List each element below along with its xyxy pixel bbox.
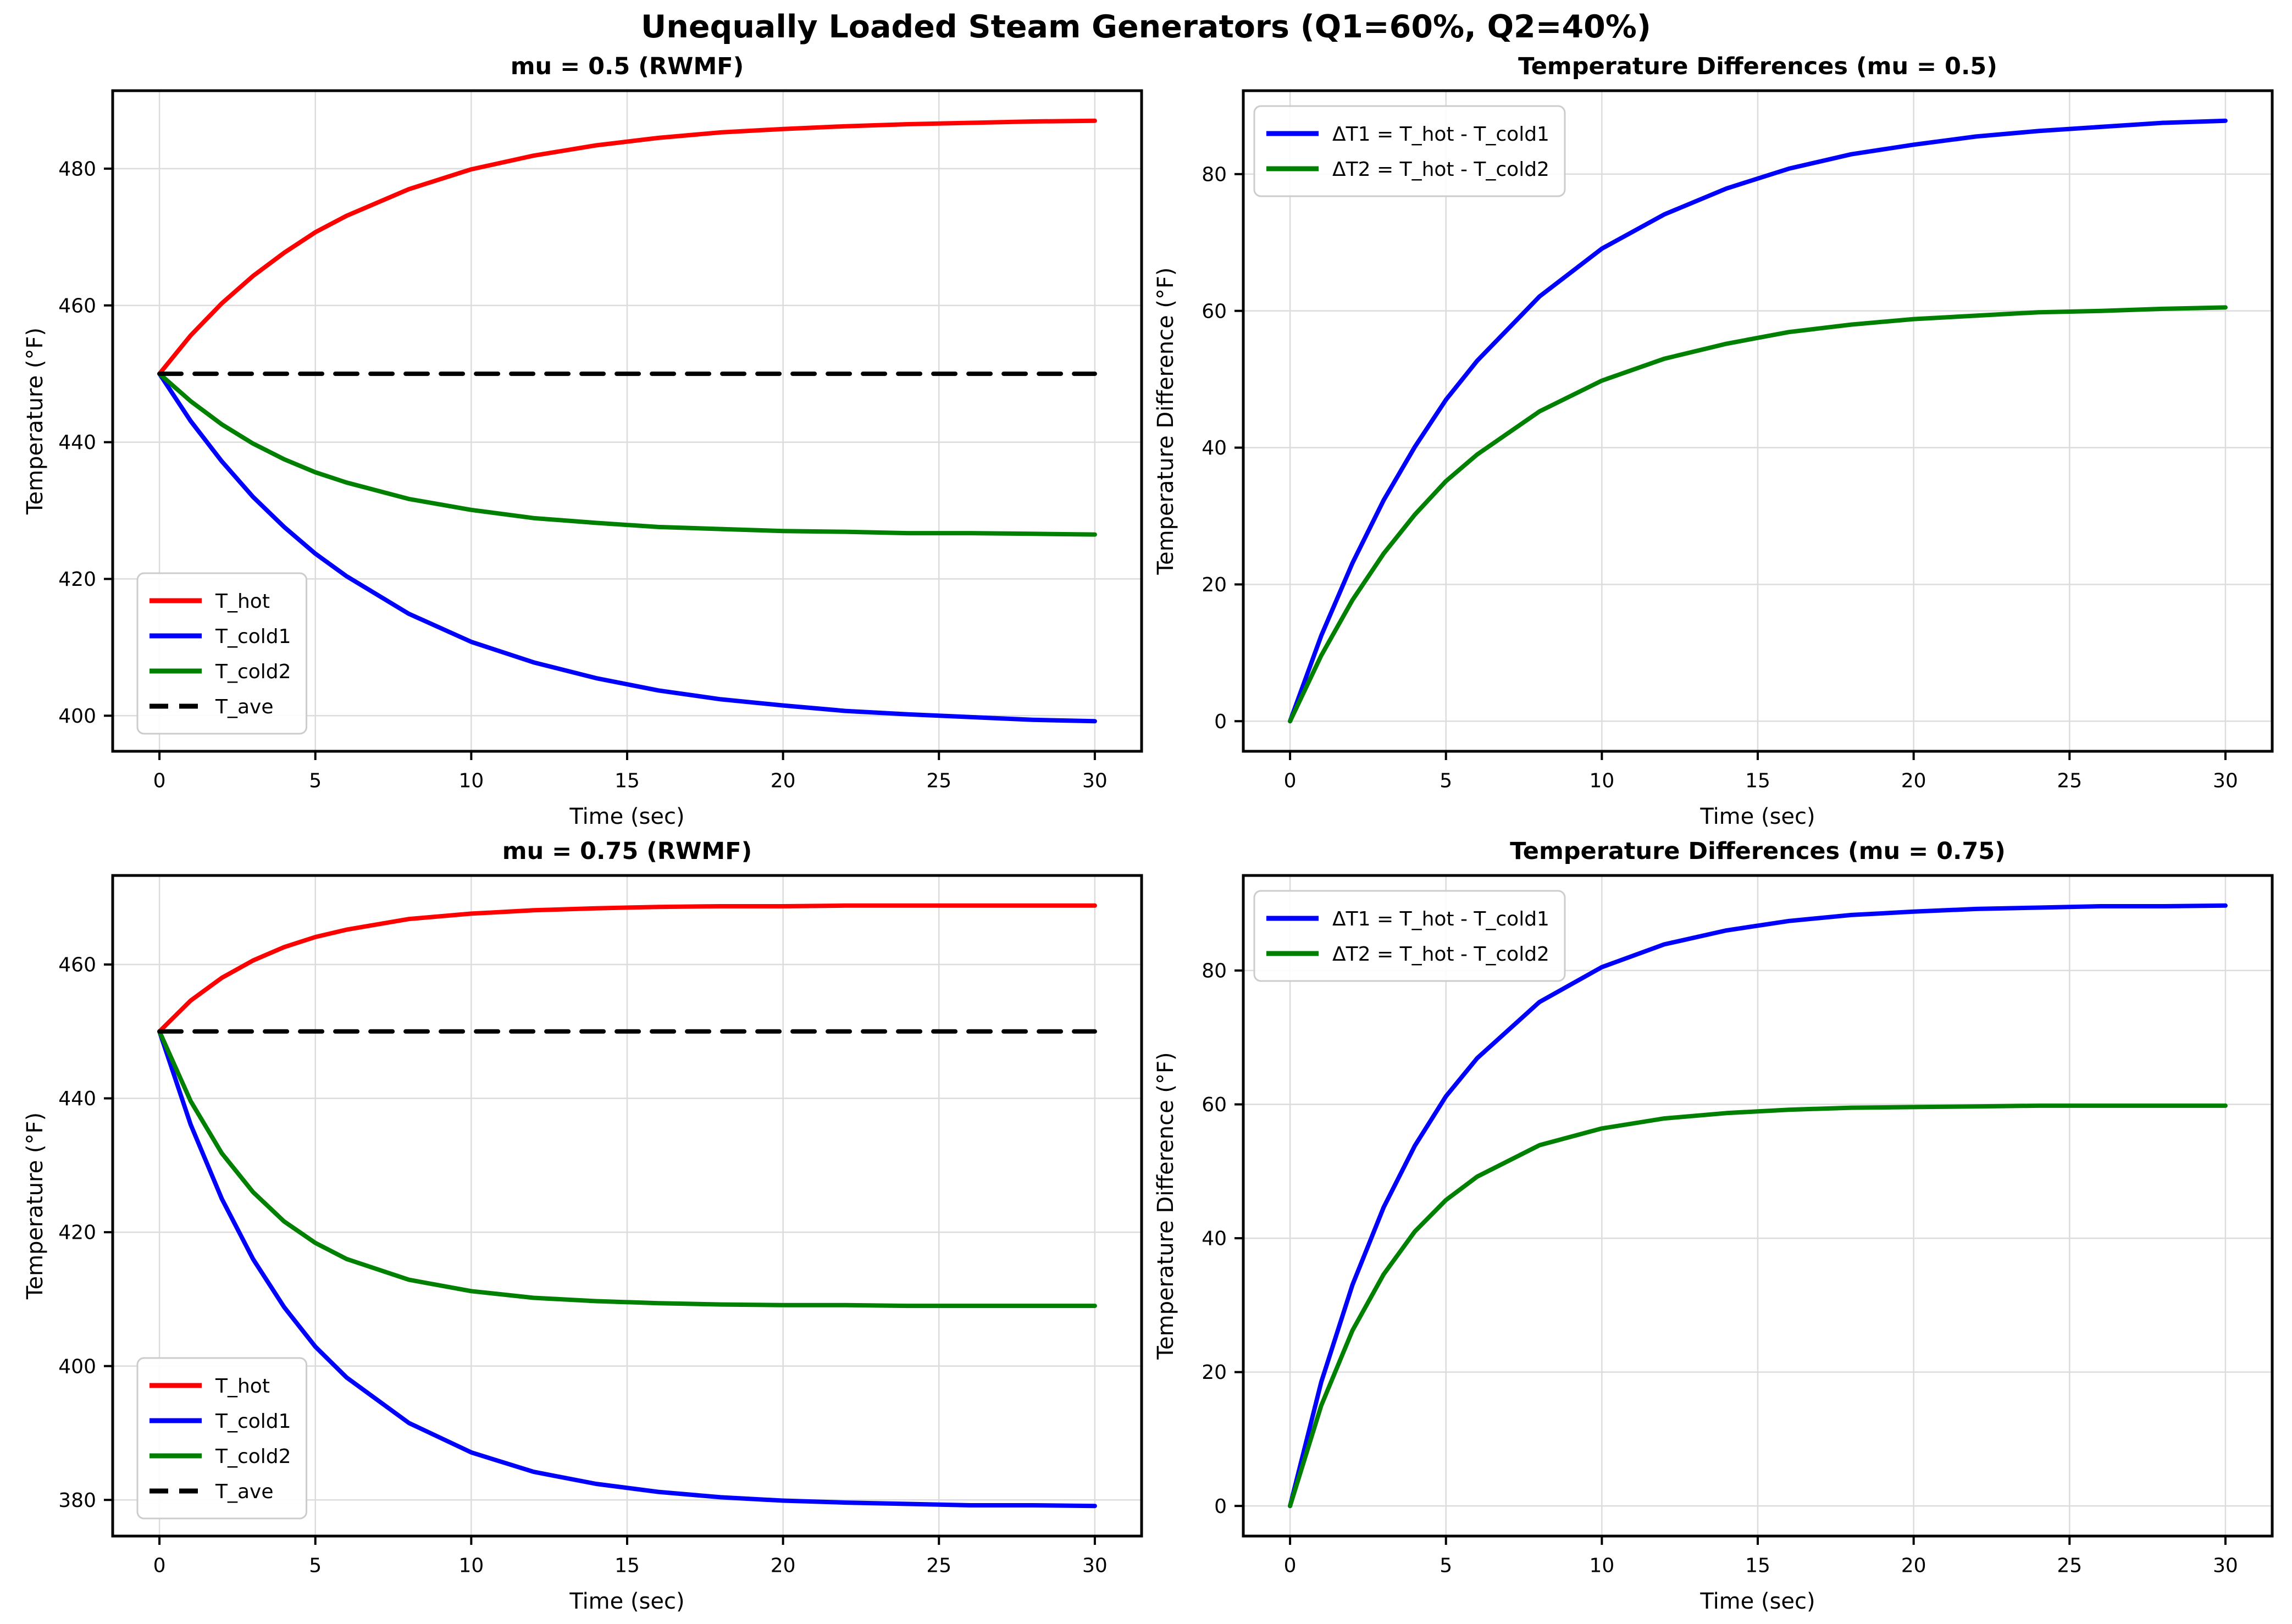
x-tick-label: 0 (1284, 1555, 1297, 1577)
x-tick-label: 15 (614, 1555, 640, 1577)
x-axis-label: Time (sec) (569, 804, 684, 829)
chart-top-left: 0 5 10 15 20 25 30 400 420 440 460 480 mu = 0.5 (RWM… (23, 53, 1143, 829)
y-tick-label: 440 (58, 431, 96, 454)
y-tick-label: 420 (58, 1222, 96, 1244)
x-tick-label: 0 (153, 1555, 166, 1577)
x-tick-label: 15 (1745, 1555, 1770, 1577)
legend-label: T_cold2 (215, 661, 291, 683)
y-tick-label: 380 (58, 1489, 96, 1512)
legend-label: T_cold1 (215, 625, 291, 648)
series-line--t1-t-hot-t-cold1 (1288, 903, 2228, 1509)
y-tick-label: 400 (58, 1355, 96, 1378)
series-line-t-hot (157, 903, 1097, 1034)
x-tick-label: 20 (771, 1555, 796, 1577)
x-tick-label: 5 (309, 1555, 322, 1577)
x-tick-label: 25 (2057, 1555, 2082, 1577)
x-tick-label: 15 (614, 770, 640, 792)
y-tick-label: 80 (1202, 960, 1227, 983)
legend: ΔT1 = T_hot - T_cold1 ΔT2 = T_hot - T_col… (1253, 105, 1566, 197)
legend-frame (136, 1357, 308, 1520)
chart-bottom-right: 0 5 10 15 20 25 30 0 20 40 60 80 Temperature Differe… (1153, 838, 2274, 1614)
y-axis-label: Temperature Difference (°F) (1153, 1052, 1178, 1360)
y-tick-label: 0 (1214, 1495, 1227, 1518)
series-line-t-hot (157, 118, 1097, 376)
legend: ΔT1 = T_hot - T_cold1 ΔT2 = T_hot - T_col… (1253, 890, 1566, 982)
x-tick-label: 25 (926, 1555, 951, 1577)
legend-label: ΔT2 = T_hot - T_cold2 (1332, 943, 1549, 966)
legend-label: T_ave (215, 1481, 274, 1503)
series-line--t2-t-hot-t-cold2 (1288, 305, 2228, 724)
y-tick-label: 0 (1214, 711, 1227, 733)
x-axis-label: Time (sec) (1699, 804, 1815, 829)
y-tick-label: 20 (1202, 574, 1227, 596)
x-axis-label: Time (sec) (1699, 1589, 1815, 1614)
series-line--t1-t-hot-t-cold1 (1288, 118, 2228, 724)
x-axis-label: Time (sec) (569, 1589, 684, 1614)
chart-title: mu = 0.75 (RWMF) (502, 838, 752, 865)
x-tick-label: 0 (153, 770, 166, 792)
series-line-t-cold1 (157, 372, 1097, 724)
x-tick-label: 20 (771, 770, 796, 792)
legend-frame (136, 572, 308, 735)
y-tick-label: 60 (1202, 300, 1227, 323)
legend-frame (1253, 890, 1566, 982)
x-tick-label: 30 (2213, 1555, 2238, 1577)
x-tick-label: 25 (2057, 770, 2082, 792)
x-tick-label: 30 (1082, 1555, 1108, 1577)
x-tick-label: 30 (1082, 770, 1108, 792)
chart-title: Temperature Differences (mu = 0.5) (1518, 53, 1997, 80)
y-tick-label: 420 (58, 568, 96, 591)
legend-label: T_ave (215, 696, 274, 718)
y-tick-label: 40 (1202, 1228, 1227, 1250)
y-tick-label: 460 (58, 954, 96, 977)
x-tick-label: 5 (1440, 770, 1452, 792)
x-tick-label: 5 (1440, 1555, 1452, 1577)
legend-label: ΔT1 = T_hot - T_cold1 (1332, 123, 1549, 146)
x-tick-label: 10 (458, 770, 484, 792)
legend: T_hot T_cold1 T_cold2 T_ave (136, 1357, 308, 1520)
x-tick-label: 10 (1589, 770, 1614, 792)
y-axis-label: Temperature Difference (°F) (1153, 267, 1178, 575)
y-tick-label: 20 (1202, 1361, 1227, 1384)
y-tick-label: 40 (1202, 437, 1227, 459)
x-tick-label: 10 (1589, 1555, 1614, 1577)
y-tick-label: 460 (58, 295, 96, 317)
y-axis-label: Temperature (°F) (23, 1112, 48, 1300)
chart-top-right: 0 5 10 15 20 25 30 0 20 40 60 80 Temperature Differe… (1153, 53, 2274, 829)
x-tick-label: 20 (1901, 1555, 1926, 1577)
chart-title: mu = 0.5 (RWMF) (511, 53, 744, 80)
y-tick-label: 440 (58, 1088, 96, 1110)
legend-frame (1253, 105, 1566, 197)
series-line-t-cold2 (157, 1029, 1097, 1309)
x-tick-label: 15 (1745, 770, 1770, 792)
y-axis-label: Temperature (°F) (23, 328, 48, 515)
series-line-t-cold1 (157, 1029, 1097, 1509)
series-line--t2-t-hot-t-cold2 (1288, 1103, 2228, 1509)
y-tick-label: 400 (58, 705, 96, 728)
legend: T_hot T_cold1 T_cold2 T_ave (136, 572, 308, 735)
x-tick-label: 0 (1284, 770, 1297, 792)
x-tick-label: 20 (1901, 770, 1926, 792)
legend-label: ΔT1 = T_hot - T_cold1 (1332, 908, 1549, 930)
y-tick-label: 80 (1202, 163, 1227, 186)
series-line-t-cold2 (157, 372, 1097, 537)
x-tick-label: 30 (2213, 770, 2238, 792)
y-tick-label: 60 (1202, 1094, 1227, 1116)
x-tick-label: 25 (926, 770, 951, 792)
chart-bottom-left: 0 5 10 15 20 25 30 380 400 420 440 460 mu = 0.75 (RW… (23, 838, 1143, 1614)
legend-label: T_hot (215, 1375, 270, 1398)
legend-label: T_cold2 (215, 1445, 291, 1468)
legend-label: T_hot (215, 590, 270, 613)
x-tick-label: 5 (309, 770, 322, 792)
y-tick-label: 480 (58, 158, 96, 180)
chart-title: Temperature Differences (mu = 0.75) (1510, 838, 2006, 865)
legend-label: T_cold1 (215, 1410, 291, 1433)
legend-label: ΔT2 = T_hot - T_cold2 (1332, 158, 1549, 181)
figure-suptitle: Unequally Loaded Steam Generators (Q1=60… (641, 9, 1651, 45)
x-tick-label: 10 (458, 1555, 484, 1577)
